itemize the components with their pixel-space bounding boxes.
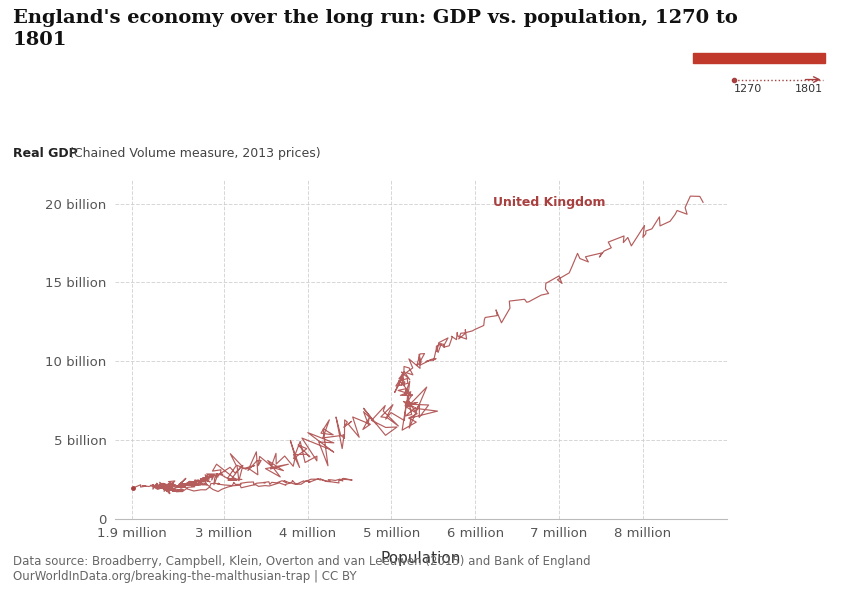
Text: Data source: Broadberry, Campbell, Klein, Overton and van Leeuwen (2015) and Ban: Data source: Broadberry, Campbell, Klein… <box>13 555 591 583</box>
Text: England's economy over the long run: GDP vs. population, 1270 to
1801: England's economy over the long run: GDP… <box>13 9 738 49</box>
Text: Real GDP: Real GDP <box>13 147 77 160</box>
Text: (Chained Volume measure, 2013 prices): (Chained Volume measure, 2013 prices) <box>65 147 321 160</box>
Text: United Kingdom: United Kingdom <box>493 196 605 209</box>
Text: 1270: 1270 <box>734 83 762 94</box>
Text: in Data: in Data <box>737 35 779 46</box>
Bar <box>693 53 824 63</box>
X-axis label: Population: Population <box>381 551 461 566</box>
Text: 1801: 1801 <box>796 83 824 94</box>
Text: Our World: Our World <box>728 19 788 29</box>
